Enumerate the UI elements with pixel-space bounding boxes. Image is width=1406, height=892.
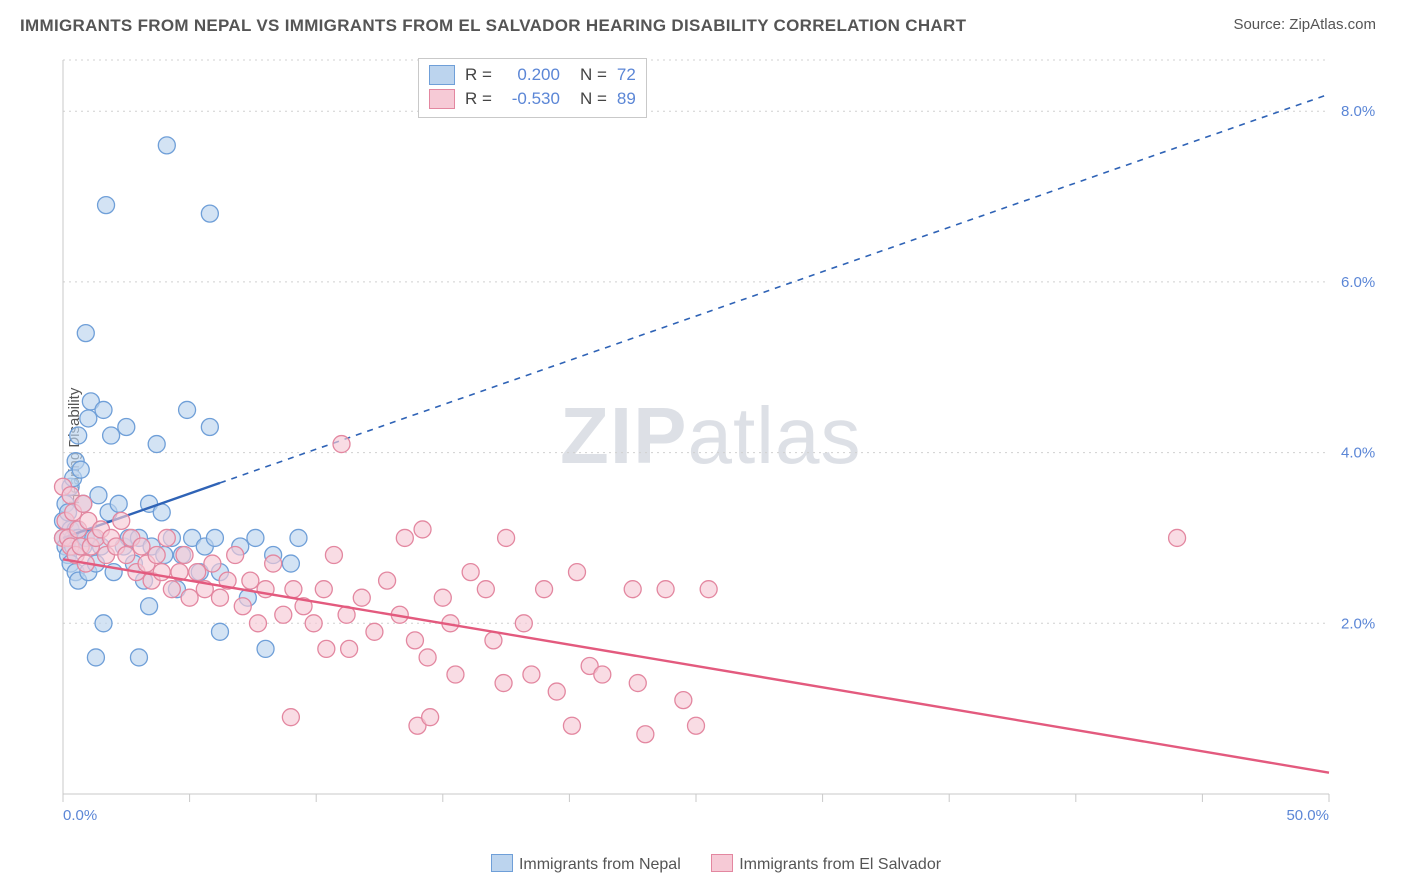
x-legend: Immigrants from Nepal Immigrants from El…	[0, 854, 1406, 874]
legend-row-0: R = 0.200 N = 72	[429, 63, 636, 87]
scatter-plot: 2.0% 4.0% 6.0% 8.0% 0.0% 50.0%	[45, 50, 1385, 830]
svg-text:4.0%: 4.0%	[1341, 445, 1375, 462]
correlation-legend: R = 0.200 N = 72 R = -0.530 N = 89	[418, 58, 647, 118]
svg-text:8.0%: 8.0%	[1341, 103, 1375, 120]
xlegend-label-0: Immigrants from Nepal	[519, 856, 681, 873]
legend-r-label: R =	[465, 63, 492, 87]
xlegend-swatch-0	[491, 854, 513, 872]
svg-text:2.0%: 2.0%	[1341, 615, 1375, 632]
chart-title: IMMIGRANTS FROM NEPAL VS IMMIGRANTS FROM…	[20, 16, 966, 36]
legend-n-label: N =	[580, 63, 607, 87]
legend-r-label: R =	[465, 87, 492, 111]
legend-swatch-0	[429, 65, 455, 85]
legend-row-1: R = -0.530 N = 89	[429, 87, 636, 111]
legend-swatch-1	[429, 89, 455, 109]
legend-n-value-0: 72	[617, 63, 636, 87]
legend-n-label: N =	[580, 87, 607, 111]
legend-r-value-1: -0.530	[502, 87, 560, 111]
legend-r-value-0: 0.200	[502, 63, 560, 87]
xlegend-swatch-1	[711, 854, 733, 872]
xlegend-label-1: Immigrants from El Salvador	[739, 856, 941, 873]
svg-text:0.0%: 0.0%	[63, 807, 97, 824]
legend-n-value-1: 89	[617, 87, 636, 111]
svg-text:6.0%: 6.0%	[1341, 274, 1375, 291]
svg-text:50.0%: 50.0%	[1286, 807, 1329, 824]
source-label: Source: ZipAtlas.com	[1233, 16, 1376, 33]
